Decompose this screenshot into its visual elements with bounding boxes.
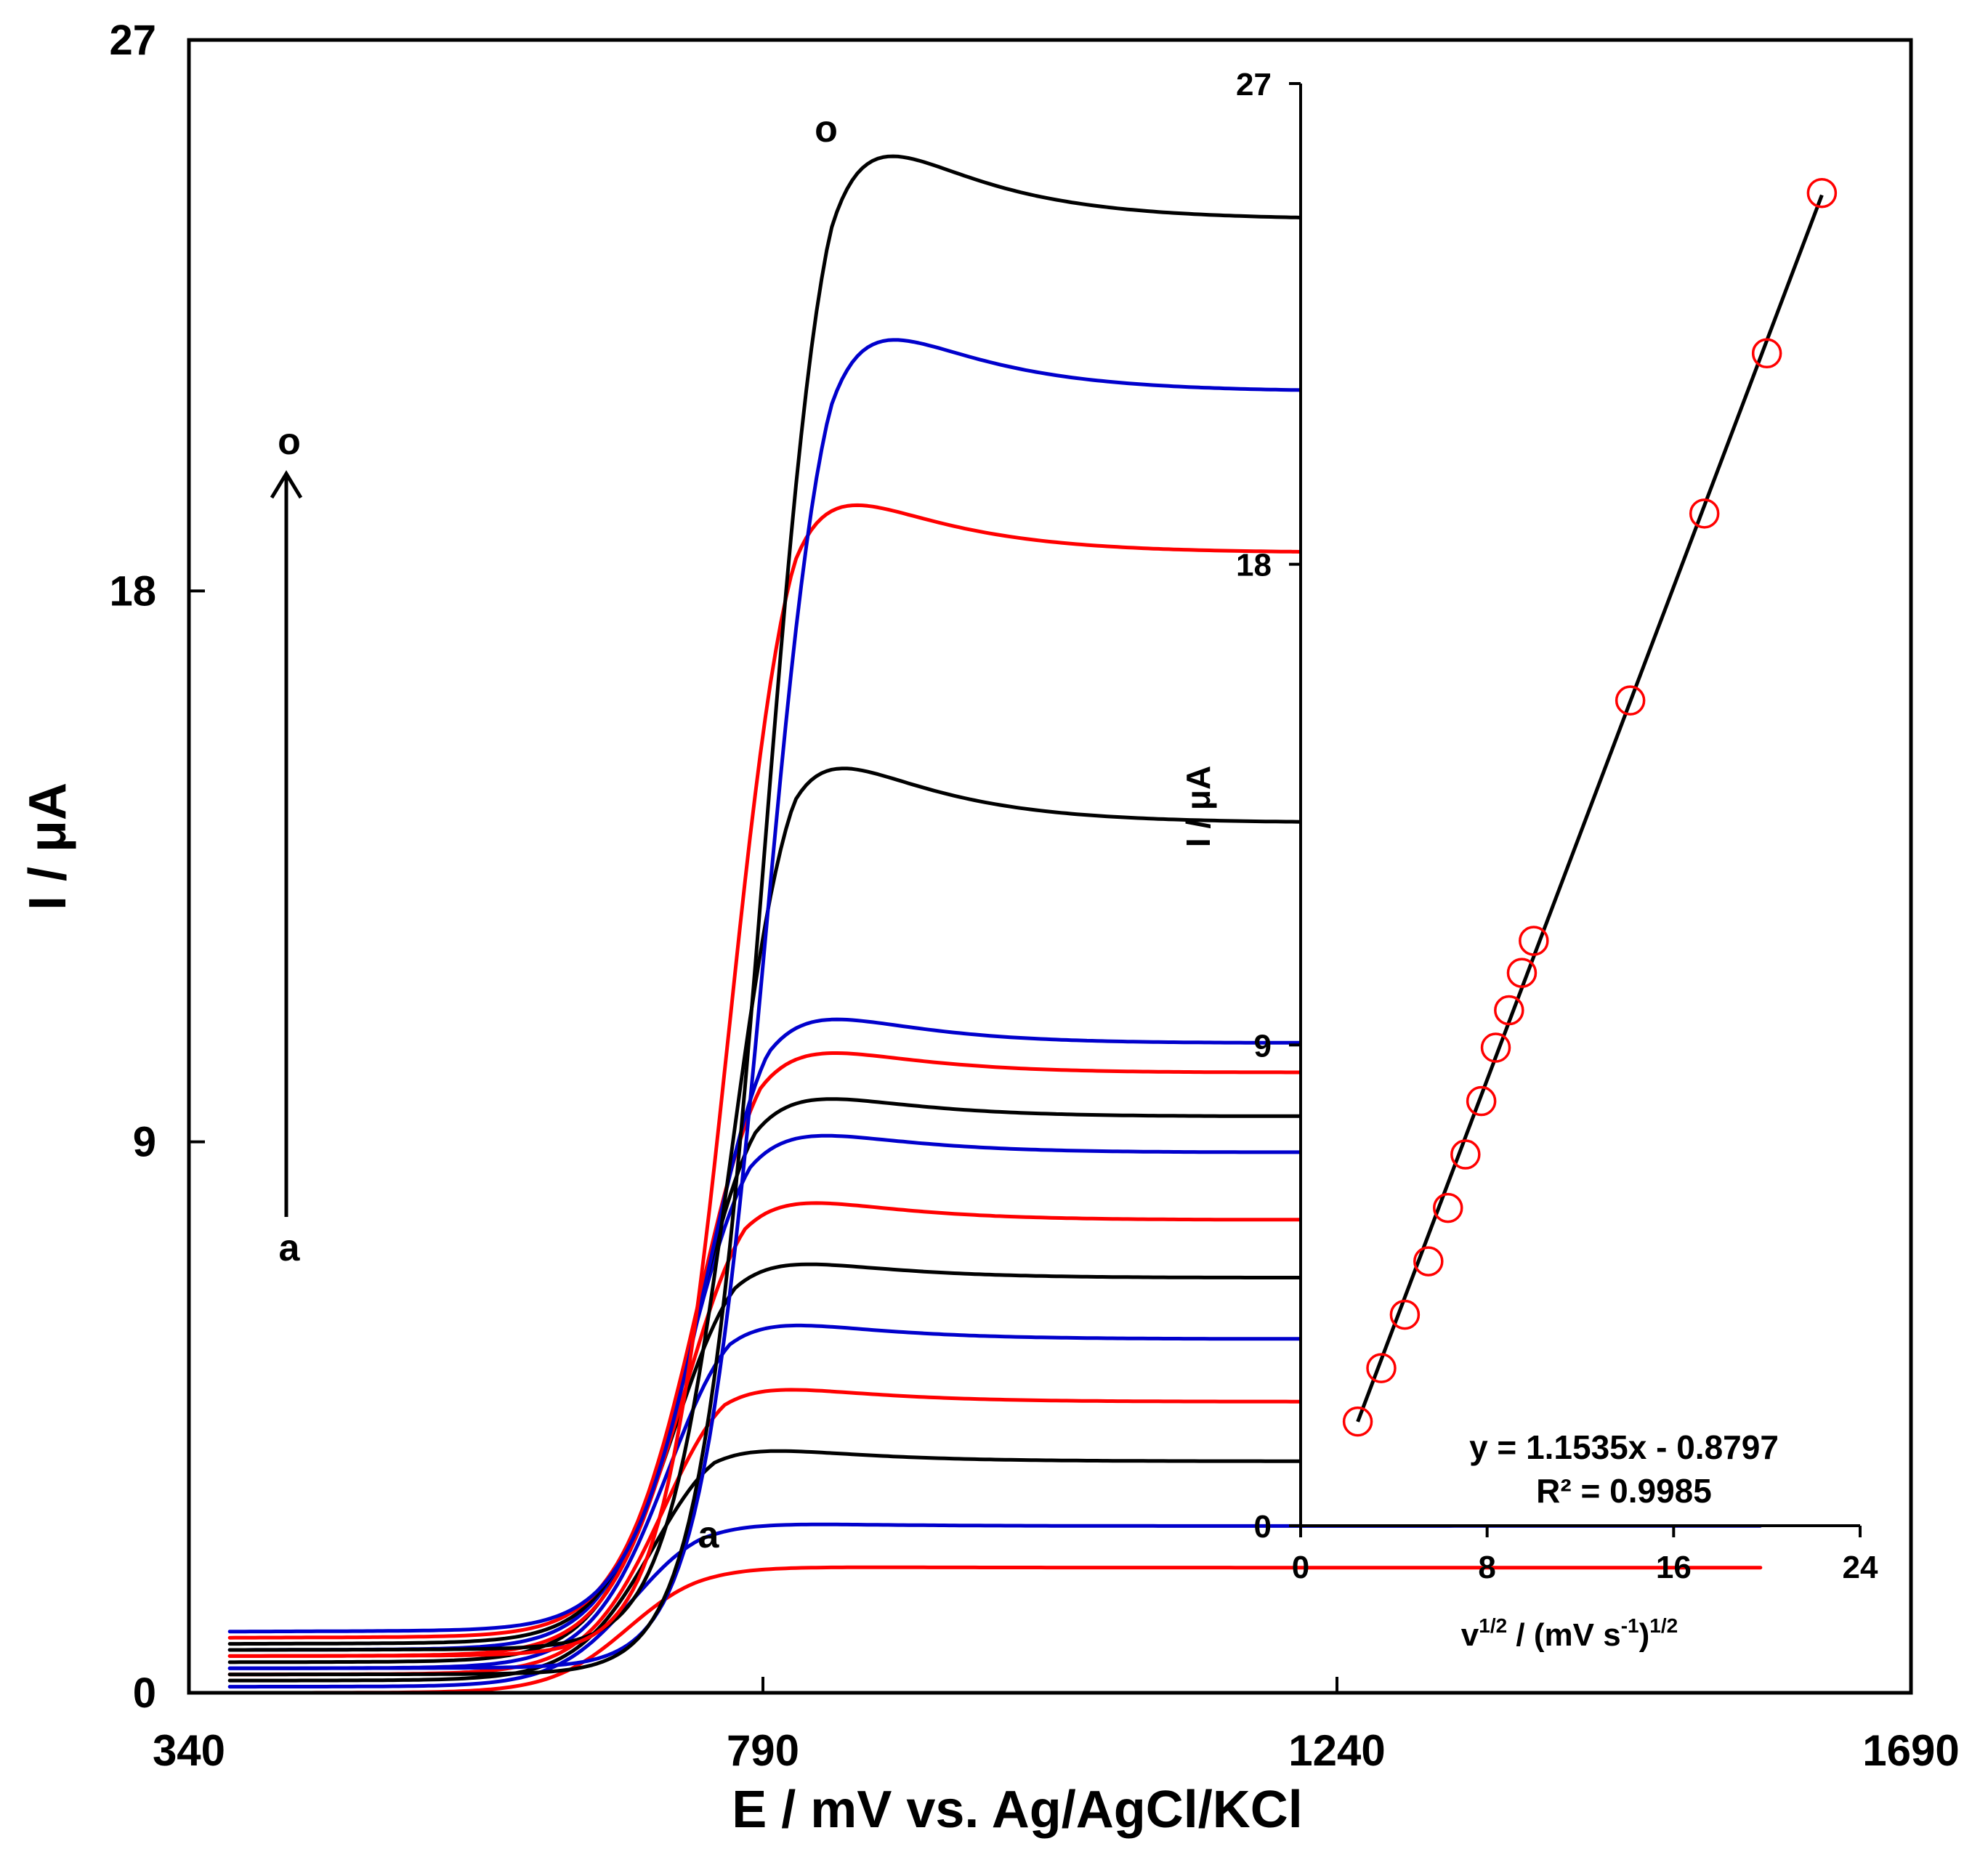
inset-xlabel-end: ) (1639, 1617, 1650, 1653)
main-x-tick-label: 1690 (1862, 1726, 1959, 1775)
main-x-tick-label: 790 (727, 1726, 799, 1775)
main-y-tick-label: 27 (109, 17, 156, 64)
inset-xlabel-sup3: 1/2 (1649, 1614, 1678, 1637)
main-y-axis-label: I / μA (19, 782, 77, 910)
main-y-tick-label: 18 (109, 567, 156, 615)
inset-y-axis-label: I / μA (1179, 766, 1217, 847)
inset-x-tick-label: 0 (1292, 1550, 1309, 1585)
scan-rate-arrow: o a (270, 421, 303, 1269)
main-x-tick-label: 340 (153, 1726, 225, 1775)
inset-point (1751, 338, 1782, 369)
inset-xlabel-sup2: -1 (1621, 1614, 1639, 1637)
inset-ticks: 0 8 16 24 0 9 18 27 (1236, 67, 1878, 1585)
main-y-tick-label: 9 (133, 1119, 156, 1166)
curve-label-bottom: a (698, 1514, 720, 1556)
inset-x-tick-label: 24 (1843, 1550, 1878, 1585)
inset-point (1450, 1139, 1481, 1170)
inset-point (1519, 926, 1549, 956)
inset-y-tick-label: 0 (1254, 1509, 1272, 1545)
inset-y-tick-label: 27 (1236, 67, 1272, 102)
curve-label-top: o (815, 108, 838, 150)
inset-xlabel-sup1: 1/2 (1479, 1614, 1507, 1637)
main-y-tick-label: 0 (133, 1670, 156, 1717)
inset-r-squared: R² = 0.9985 (1536, 1472, 1712, 1510)
inset-point (1389, 1299, 1421, 1330)
inset-point (1413, 1246, 1444, 1277)
main-x-axis-label: E / mV vs. Ag/AgCl/KCl (732, 1781, 1302, 1839)
inset-point (1689, 498, 1720, 529)
main-series-a (227, 1565, 1763, 1695)
inset-x-tick-label: 8 (1478, 1550, 1495, 1585)
inset-background (1301, 81, 1860, 1527)
inset-point (1433, 1192, 1463, 1223)
inset-fit-line (1356, 194, 1824, 1423)
inset-y-tick-label: 18 (1236, 548, 1272, 583)
inset-point (1466, 1085, 1497, 1117)
inset-fit-line-group (1356, 194, 1824, 1423)
inset-point (1806, 177, 1838, 209)
arrow-label-top: o (278, 421, 301, 463)
inset-point (1480, 1032, 1511, 1063)
inset-x-tick-label: 16 (1656, 1550, 1692, 1585)
inset-point (1494, 995, 1524, 1026)
main-plot-frame (187, 38, 1913, 1695)
inset-x-axis-label: v1/2 / (mV s-1)1/2 (1461, 1614, 1678, 1653)
inset-xlabel-v: v (1461, 1617, 1479, 1653)
arrow-label-bottom: a (279, 1227, 301, 1269)
inset-point (1615, 685, 1646, 716)
inset-equation: y = 1.1535x - 0.8797 (1469, 1428, 1779, 1466)
inset-xlabel-mid: / (mV s (1507, 1617, 1621, 1653)
inset-point (1506, 958, 1538, 988)
scan-rate-arrow-head (270, 470, 303, 499)
inset-point (1366, 1353, 1397, 1383)
inset-y-tick-label: 9 (1254, 1028, 1272, 1064)
inset-point (1342, 1406, 1373, 1437)
inset-chart: 0 8 16 24 0 9 18 27 y = 1.1535x - 0.8797 R² = 0… (1179, 67, 1878, 1653)
inset-points (1342, 177, 1838, 1437)
main-x-tick-label: 1240 (1288, 1726, 1385, 1775)
